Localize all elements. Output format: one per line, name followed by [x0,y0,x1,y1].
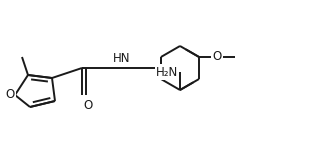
Text: HN: HN [113,53,130,66]
Text: O: O [83,99,93,112]
Text: H₂N: H₂N [156,66,178,78]
Text: O: O [6,89,15,102]
Text: O: O [213,51,222,64]
